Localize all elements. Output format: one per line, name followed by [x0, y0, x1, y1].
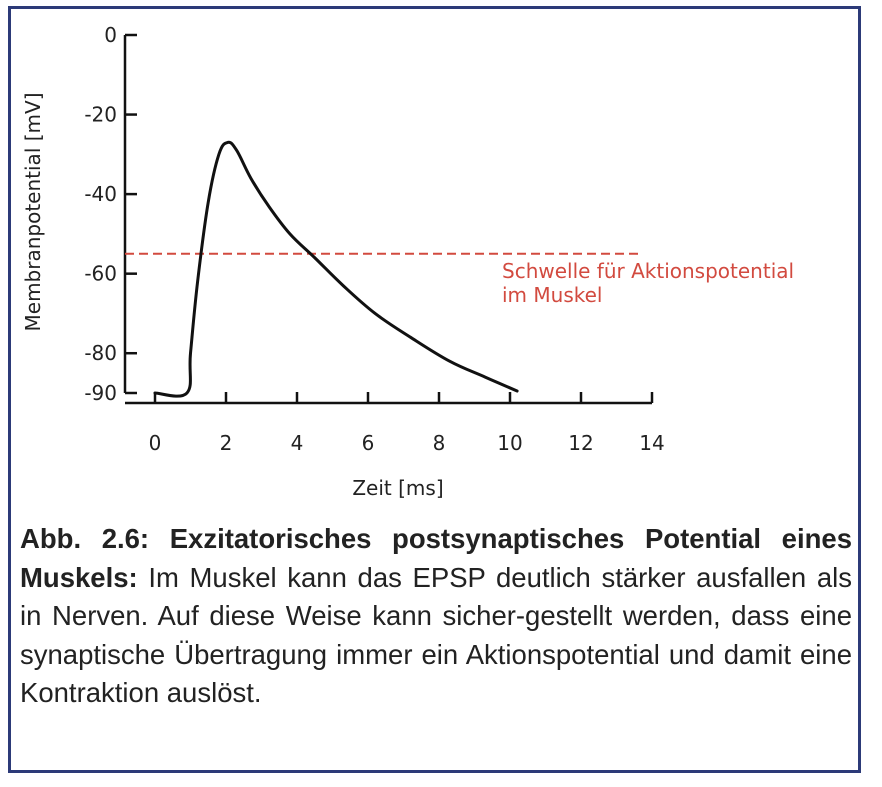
x-tick-label: 0	[149, 431, 162, 455]
y-tick-label: -20	[84, 103, 117, 127]
y-tick-label: -60	[84, 262, 117, 286]
y-tick-label: -90	[84, 381, 117, 405]
y-tick-label: -80	[84, 341, 117, 365]
caption-text: Im Muskel kann das EPSP deutlich stärker…	[20, 561, 852, 709]
threshold-label: im Muskel	[502, 283, 602, 307]
x-tick-label: 10	[497, 431, 522, 455]
x-tick-label: 12	[568, 431, 593, 455]
y-tick-label: 0	[104, 23, 117, 47]
x-axis-label: Zeit [ms]	[352, 476, 443, 500]
y-axis-label: Membranpotential [mV]	[21, 93, 45, 332]
x-tick-label: 8	[433, 431, 446, 455]
caption-title: Abb. 2.6: Exzitatorisches postsynaptisch…	[20, 523, 852, 593]
epsp-curve	[153, 140, 519, 398]
figure-caption: Abb. 2.6: Exzitatorisches postsynaptisch…	[20, 520, 852, 713]
axes	[123, 35, 652, 405]
figure-frame	[8, 6, 861, 773]
series-group	[153, 140, 519, 398]
x-tick-label: 4	[291, 431, 304, 455]
epsp-chart: 0 -20 -40 -60 -80 -90 0 2 4 6 8 10 12 14 Schwelle für…	[21, 23, 794, 500]
x-tick-label: 14	[639, 431, 664, 455]
threshold-label: Schwelle für Aktionspotential	[502, 259, 794, 283]
x-tick-label: 2	[220, 431, 233, 455]
ticks: 0 -20 -40 -60 -80 -90 0 2 4 6 8 10 12 14	[84, 23, 664, 455]
y-tick-label: -40	[84, 182, 117, 206]
x-tick-label: 6	[362, 431, 375, 455]
